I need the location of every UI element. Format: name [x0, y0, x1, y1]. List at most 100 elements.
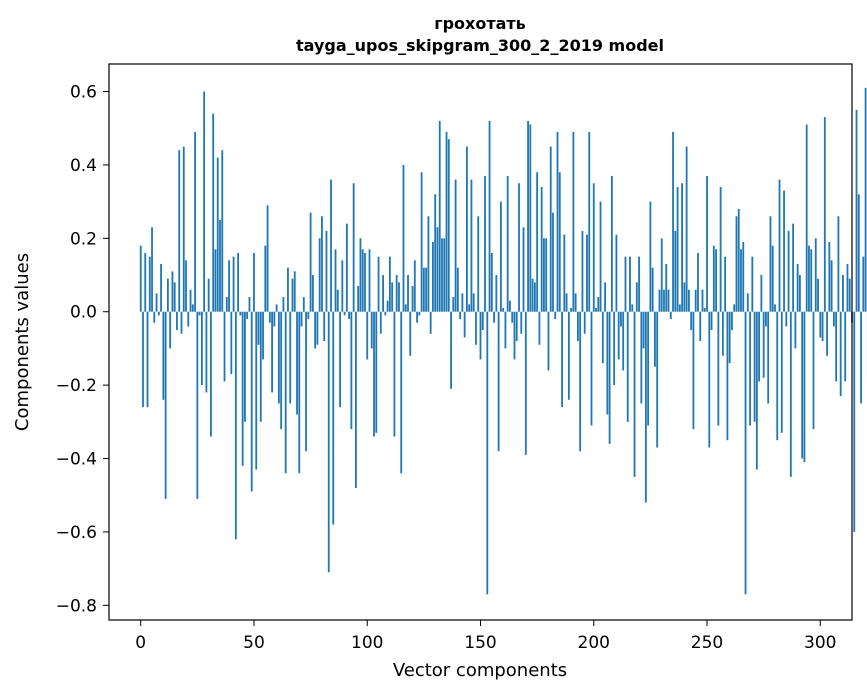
bar-169	[522, 227, 525, 312]
bar-61	[277, 311, 280, 404]
bar-140	[456, 267, 459, 312]
bar-22	[189, 289, 192, 312]
bar-78	[316, 311, 319, 345]
bar-226	[651, 267, 654, 312]
bar-176	[538, 311, 541, 345]
bar-127	[427, 216, 430, 312]
bar-185	[558, 172, 561, 312]
bar-164	[511, 311, 514, 323]
bar-74	[307, 311, 310, 320]
bar-256	[719, 186, 722, 312]
bar-66	[289, 311, 292, 404]
bar-19	[182, 146, 185, 312]
bar-292	[801, 311, 804, 459]
y-tick-label: 0.4	[70, 156, 97, 176]
bar-9	[160, 264, 162, 312]
bar-163	[509, 300, 511, 312]
bar-313	[848, 278, 851, 312]
bar-59	[273, 311, 276, 327]
bar-131	[436, 227, 439, 312]
bar-84	[330, 179, 332, 312]
chart-title: грохотать	[434, 14, 526, 33]
bar-195	[581, 230, 584, 312]
bar-264	[737, 208, 740, 312]
bar-210	[615, 234, 618, 312]
bar-67	[291, 278, 294, 312]
bar-104	[375, 311, 378, 433]
bar-44	[239, 311, 242, 316]
y-tick-label: −0.6	[56, 523, 97, 543]
bar-100	[366, 311, 369, 360]
bar-135	[445, 131, 448, 312]
bar-225	[649, 201, 652, 312]
bar-197	[586, 234, 588, 312]
bar-144	[466, 146, 468, 312]
bar-259	[726, 311, 729, 441]
bar-300	[819, 311, 822, 338]
bar-268	[746, 293, 749, 312]
bar-276	[765, 311, 767, 327]
bar-98	[361, 249, 364, 312]
bar-319	[862, 256, 865, 312]
x-tick-label: 250	[691, 633, 723, 653]
bar-172	[529, 124, 532, 312]
x-tick-label: 200	[578, 633, 610, 653]
bar-315	[853, 311, 856, 532]
bar-222	[642, 311, 645, 349]
y-tick-label: 0.0	[70, 303, 97, 323]
bar-3	[146, 311, 149, 408]
bar-105	[377, 256, 380, 312]
bar-308	[837, 216, 840, 312]
bar-118	[407, 275, 409, 312]
bar-85	[332, 311, 335, 525]
bar-277	[767, 311, 770, 404]
bar-161	[504, 311, 507, 349]
bar-310	[842, 275, 844, 312]
bar-179	[545, 238, 548, 312]
bar-43	[237, 253, 240, 312]
bar-122	[416, 311, 418, 323]
bar-13	[169, 311, 172, 349]
bar-129	[432, 241, 434, 312]
bar-295	[808, 245, 810, 312]
bar-96	[357, 286, 360, 312]
bar-193	[577, 311, 579, 342]
bar-142	[461, 293, 464, 312]
bar-120	[411, 286, 414, 312]
bar-53	[259, 311, 262, 422]
bar-249	[703, 308, 706, 312]
bar-32	[212, 113, 215, 312]
bar-236	[674, 230, 677, 312]
bar-151	[481, 311, 484, 331]
bar-255	[717, 311, 720, 426]
bar-23	[191, 304, 194, 312]
bar-281	[776, 311, 779, 441]
bar-285	[785, 311, 788, 327]
bar-20	[185, 260, 187, 312]
bar-152	[484, 175, 486, 312]
bar-250	[706, 175, 708, 312]
bar-240	[683, 282, 686, 312]
bar-290	[796, 264, 799, 312]
bar-219	[635, 282, 638, 312]
bar-110	[388, 256, 391, 312]
bar-253	[712, 245, 715, 312]
bar-196	[583, 311, 586, 334]
bar-88	[339, 311, 341, 408]
bar-111	[391, 282, 394, 312]
bar-204	[601, 311, 604, 364]
bar-307	[835, 311, 838, 382]
bar-115	[400, 311, 403, 474]
bar-15	[173, 282, 176, 312]
bar-283	[780, 311, 783, 433]
chart-subtitle: tayga_upos_skipgram_300_2_2019 model	[296, 36, 664, 55]
bar-57	[268, 311, 271, 323]
bar-63	[282, 297, 285, 312]
bar-269	[749, 311, 751, 426]
bar-252	[710, 311, 713, 331]
bar-65	[287, 267, 289, 312]
bar-69	[296, 311, 298, 415]
bar-103	[373, 311, 375, 437]
bar-262	[733, 304, 736, 312]
bar-12	[166, 278, 169, 312]
